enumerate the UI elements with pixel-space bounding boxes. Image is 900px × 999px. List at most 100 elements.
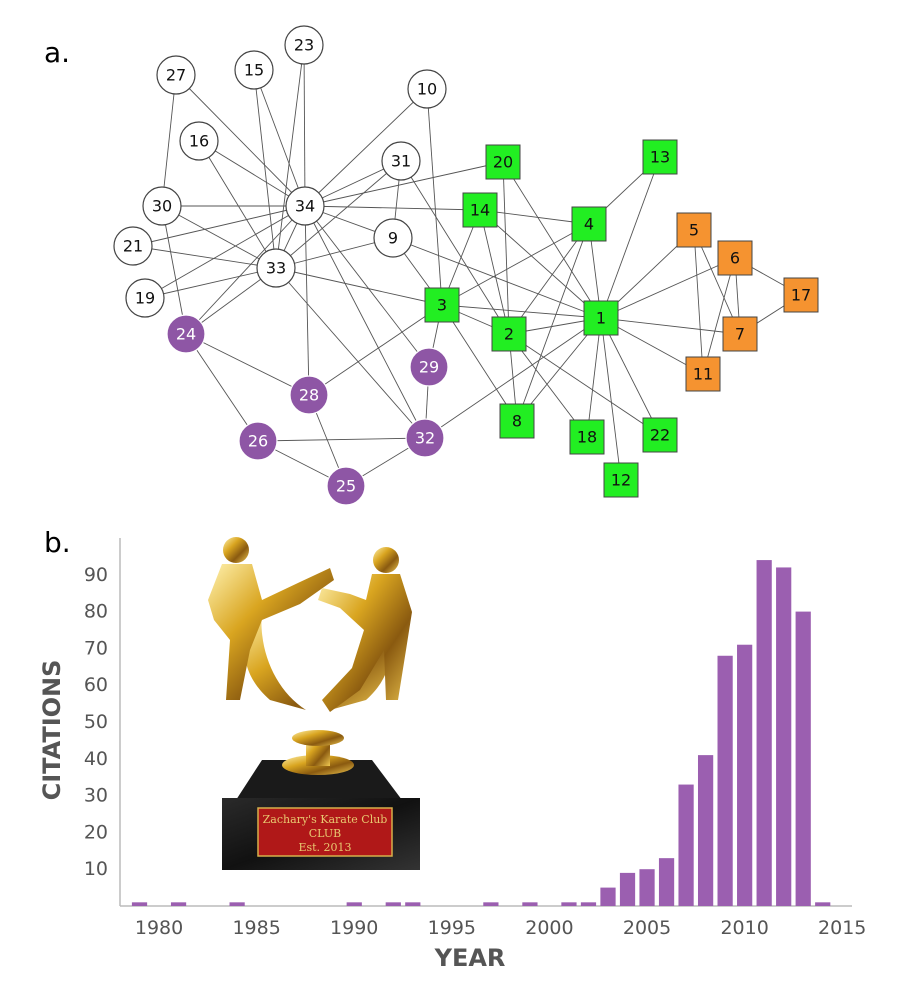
plaque-line-3: Est. 2013 [298,841,351,854]
bar-2011 [756,560,772,906]
edge-3-4 [441,223,590,306]
edge-3-33 [275,267,443,306]
edge-24-26 [185,333,259,442]
edge-19-33 [144,267,277,299]
node-22-label: 22 [650,426,670,445]
x-tick-1995: 1995 [428,917,476,939]
node-3-label: 3 [437,296,447,315]
node-26-circle [238,421,278,461]
x-axis-title: YEAR [434,944,506,972]
node-26: 26 [238,421,278,461]
node-32: 32 [405,418,445,458]
edge-21-34 [132,205,306,247]
trophy-plaque [257,807,393,857]
bar-1990 [346,902,362,906]
node-33: 33 [256,248,296,288]
node-23-circle [284,25,324,65]
node-25: 25 [326,466,366,506]
edge-3-10 [426,88,443,306]
node-7-square [722,316,758,352]
bar-1979 [131,902,148,906]
y-tick-60: 60 [84,674,108,696]
plaque-line-2: CLUB [309,827,341,840]
bar-1999 [522,902,538,906]
node-3: 3 [424,287,460,323]
edge-4-8 [516,223,590,422]
panel-b-label: b. [44,526,71,559]
node-13-square [642,139,678,175]
node-2-label: 2 [504,325,514,344]
network-edges [132,44,802,487]
edge-2-14 [479,209,510,335]
node-29-label: 29 [419,358,439,377]
edge-24-34 [185,205,306,335]
bar-2007 [678,784,694,906]
edge-1-3 [441,304,602,319]
node-16: 16 [179,121,219,161]
edge-19-34 [144,205,306,299]
node-34-circle [285,186,325,226]
node-30-label: 30 [152,197,172,216]
node-9-circle [373,218,413,258]
node-24-label: 24 [176,325,196,344]
node-18: 18 [569,419,605,455]
y-tick-50: 50 [84,711,108,733]
node-25-circle [326,466,366,506]
node-31: 31 [381,141,421,181]
node-31-circle [381,141,421,181]
node-22-square [642,417,678,453]
node-33-circle [256,248,296,288]
node-5: 5 [676,212,712,248]
node-8: 8 [499,403,535,439]
node-20: 20 [485,144,521,180]
edge-28-34 [304,205,310,396]
node-18-square [569,419,605,455]
node-5-label: 5 [689,221,699,240]
plaque-line-1: Zachary's Karate Club [263,813,388,826]
bar-2008 [697,755,714,906]
edge-3-28 [308,304,443,396]
node-23: 23 [284,25,324,65]
edge-14-34 [304,205,481,211]
node-28: 28 [289,375,329,415]
node-25-label: 25 [336,477,356,496]
edge-1-20 [502,161,602,319]
node-16-circle [179,121,219,161]
fighter-right-body [318,574,412,712]
node-7: 7 [722,316,758,352]
y-tick-30: 30 [84,785,108,807]
edge-24-28 [185,333,310,396]
node-11: 11 [685,356,721,392]
node-1: 1 [583,300,619,336]
node-1-label: 1 [596,309,606,328]
node-29-circle [409,347,449,387]
y-tick-90: 90 [84,564,108,586]
node-30: 30 [142,186,182,226]
node-29: 29 [409,347,449,387]
node-3-square [424,287,460,323]
node-18-label: 18 [577,428,597,447]
edge-2-22 [508,333,661,436]
bar-2009 [717,655,733,906]
y-tick-80: 80 [84,601,108,623]
fighter-right-head [373,547,399,573]
edge-27-30 [161,74,177,207]
node-33-label: 33 [266,259,286,278]
node-13-label: 13 [650,148,670,167]
node-15-circle [234,50,274,90]
bar-2012 [776,567,792,906]
node-12: 12 [603,462,639,498]
edge-4-14 [479,209,590,225]
node-6-square [717,240,753,276]
node-10-label: 10 [417,80,437,99]
edge-24-30 [161,205,187,335]
node-4-square [571,206,607,242]
node-17-square [783,277,819,313]
y-axis-title: CITATIONS [38,660,66,801]
y-tick-10: 10 [84,858,108,880]
node-31-label: 31 [391,152,411,171]
x-tick-2005: 2005 [623,917,671,939]
node-11-square [685,356,721,392]
node-12-square [603,462,639,498]
